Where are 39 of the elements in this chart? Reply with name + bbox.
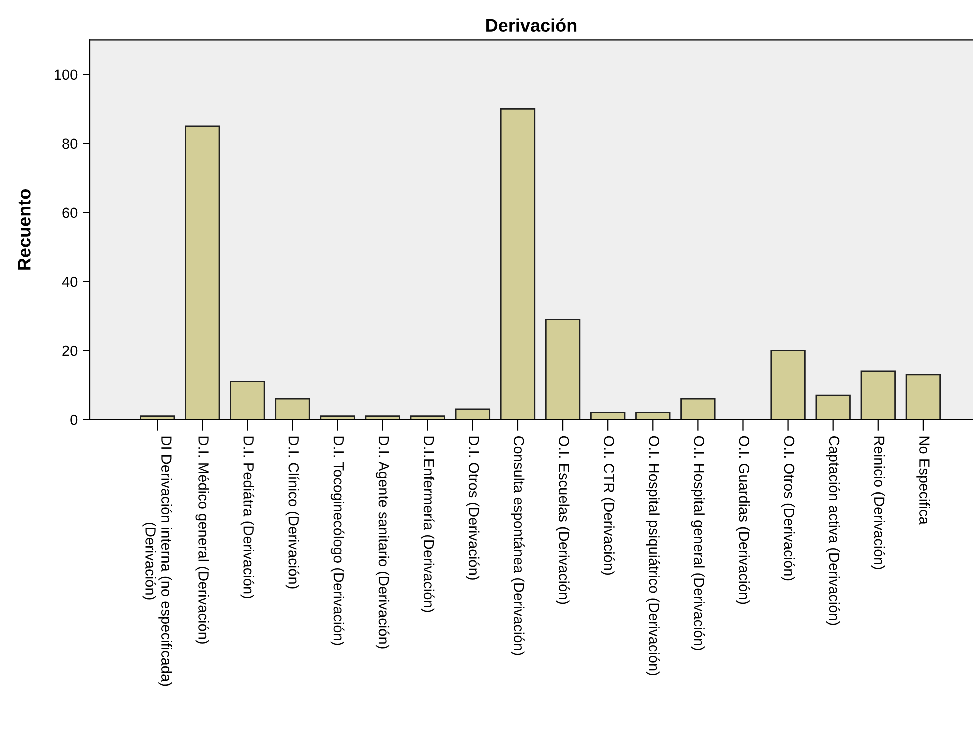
bar [275, 398, 310, 420]
x-tick-label: DI Derivación interna (no especificada) (Derivación) [142, 436, 172, 686]
bar [230, 381, 266, 420]
x-tick-label: D.I.Enfermería (Derivación) [421, 436, 435, 612]
y-tick-label: 20 [62, 346, 78, 356]
x-tick-label: D.I. Médico general (Derivación) [196, 436, 210, 644]
bar [545, 318, 581, 420]
bar [455, 408, 491, 420]
x-tick-label: Consulta espontánea (Derivación) [511, 436, 525, 656]
bar [906, 374, 942, 420]
x-tick-label: No Especifica [916, 436, 930, 525]
bar [185, 126, 220, 420]
x-tick-label: D.I. Clínico (Derivación) [286, 436, 300, 589]
x-tick-label: O.I. CTR (Derivación) [601, 436, 615, 575]
x-tick-label: Captación activa (Derivación) [826, 436, 840, 626]
x-tick-label: D.I. Tocoginecólogo (Derivación) [330, 436, 345, 646]
bar [500, 108, 536, 420]
x-tick-label: O.I. Hospital general (Derivación) [691, 436, 706, 650]
bar [680, 398, 716, 420]
y-tick-label: 60 [62, 208, 78, 218]
x-tick-label: O.I. Guardias (Derivación) [736, 436, 750, 604]
chart-title: Derivación [486, 18, 577, 32]
bar [816, 394, 851, 420]
x-tick-label: D.I. Pediátra (Derivación) [240, 436, 255, 599]
x-tick-label: D.I. Agente sanitario (Derivación) [376, 436, 390, 649]
bar [590, 412, 626, 420]
x-tick-label: O.I. Escuelas (Derivación) [556, 436, 570, 604]
x-tick-label: D.I. Otros (Derivación) [466, 436, 480, 580]
bar [770, 350, 806, 420]
x-tick-label: O.I. Hospital psiquiátrico (Derivación) [646, 436, 660, 676]
x-tick-label: O.I. Otros (Derivación) [781, 436, 796, 581]
bar [636, 412, 671, 420]
y-tick-label: 0 [70, 414, 78, 426]
y-tick-label: 40 [62, 276, 78, 288]
x-tick-label: Reinicio (Derivación) [872, 436, 886, 570]
bar [860, 370, 896, 420]
y-tick-label: 100 [54, 70, 78, 80]
y-tick-label: 80 [62, 138, 78, 150]
y-axis-title: Recuento [18, 190, 31, 270]
